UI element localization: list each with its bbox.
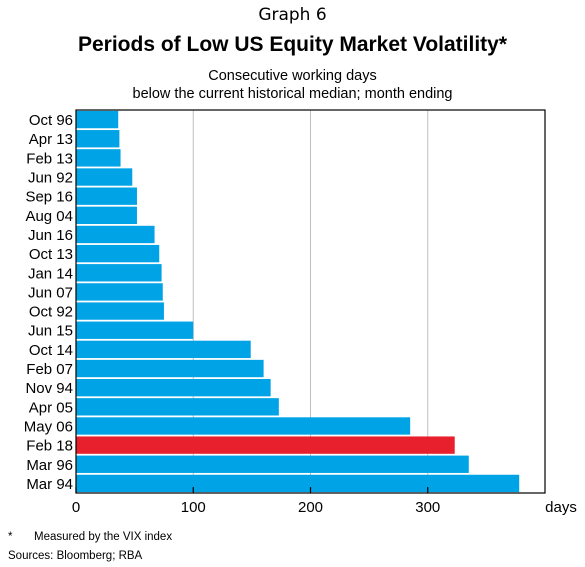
sources-note: Sources: Bloomberg; RBA xyxy=(8,550,143,562)
category-label: Jan 14 xyxy=(28,265,73,282)
category-label: Apr 05 xyxy=(29,399,73,416)
bar xyxy=(76,110,119,129)
category-label: Jun 07 xyxy=(28,284,73,301)
bar xyxy=(76,398,279,416)
bar xyxy=(76,417,411,435)
x-tick-label: 100 xyxy=(181,499,206,516)
bar xyxy=(76,149,121,167)
bar xyxy=(76,168,133,186)
bar xyxy=(76,321,194,339)
bar xyxy=(76,340,251,359)
category-label: Mar 96 xyxy=(26,457,73,474)
bar xyxy=(76,225,155,244)
category-label: Oct 14 xyxy=(29,342,73,359)
bar xyxy=(76,302,164,320)
category-label: Feb 13 xyxy=(26,150,73,167)
category-label: Oct 92 xyxy=(29,304,73,321)
chart-title: Periods of Low US Equity Market Volatili… xyxy=(77,33,507,56)
x-axis-label: days xyxy=(545,499,577,516)
category-label: Jun 92 xyxy=(28,170,73,187)
bar xyxy=(76,436,455,454)
bar xyxy=(76,359,264,378)
category-label: Jun 16 xyxy=(28,227,73,244)
bar xyxy=(76,244,160,263)
category-label: May 06 xyxy=(24,418,73,435)
bar xyxy=(76,283,163,301)
category-label: Feb 18 xyxy=(26,438,73,455)
category-label: Mar 94 xyxy=(26,476,73,493)
bar xyxy=(76,379,271,397)
category-label: Oct 13 xyxy=(29,246,73,263)
subtitle-line-2: below the current historical median; mon… xyxy=(132,86,453,102)
category-label: Aug 04 xyxy=(25,208,73,225)
footnote-text: Measured by the VIX index xyxy=(34,531,173,543)
category-label: Apr 13 xyxy=(29,131,73,148)
subtitle-line-1: Consecutive working days xyxy=(208,68,377,84)
footnote-marker: * xyxy=(8,531,13,543)
graph-number: Graph 6 xyxy=(258,5,327,25)
category-label: Jun 15 xyxy=(28,323,73,340)
x-tick-label: 300 xyxy=(415,499,440,516)
category-label: Sep 16 xyxy=(25,189,73,206)
bar xyxy=(76,474,520,493)
bar xyxy=(76,187,137,205)
x-tick-label: 200 xyxy=(298,499,323,516)
category-label: Nov 94 xyxy=(25,380,73,397)
chart-subtitle: Consecutive working days below the curre… xyxy=(0,67,585,103)
category-label: Feb 07 xyxy=(26,361,73,378)
bar xyxy=(76,130,120,148)
x-tick-label: 0 xyxy=(72,499,80,516)
bar xyxy=(76,206,137,224)
category-label: Oct 96 xyxy=(29,112,73,129)
footnote: * Measured by the VIX index xyxy=(8,531,172,543)
bar xyxy=(76,264,162,282)
bar xyxy=(76,455,469,473)
